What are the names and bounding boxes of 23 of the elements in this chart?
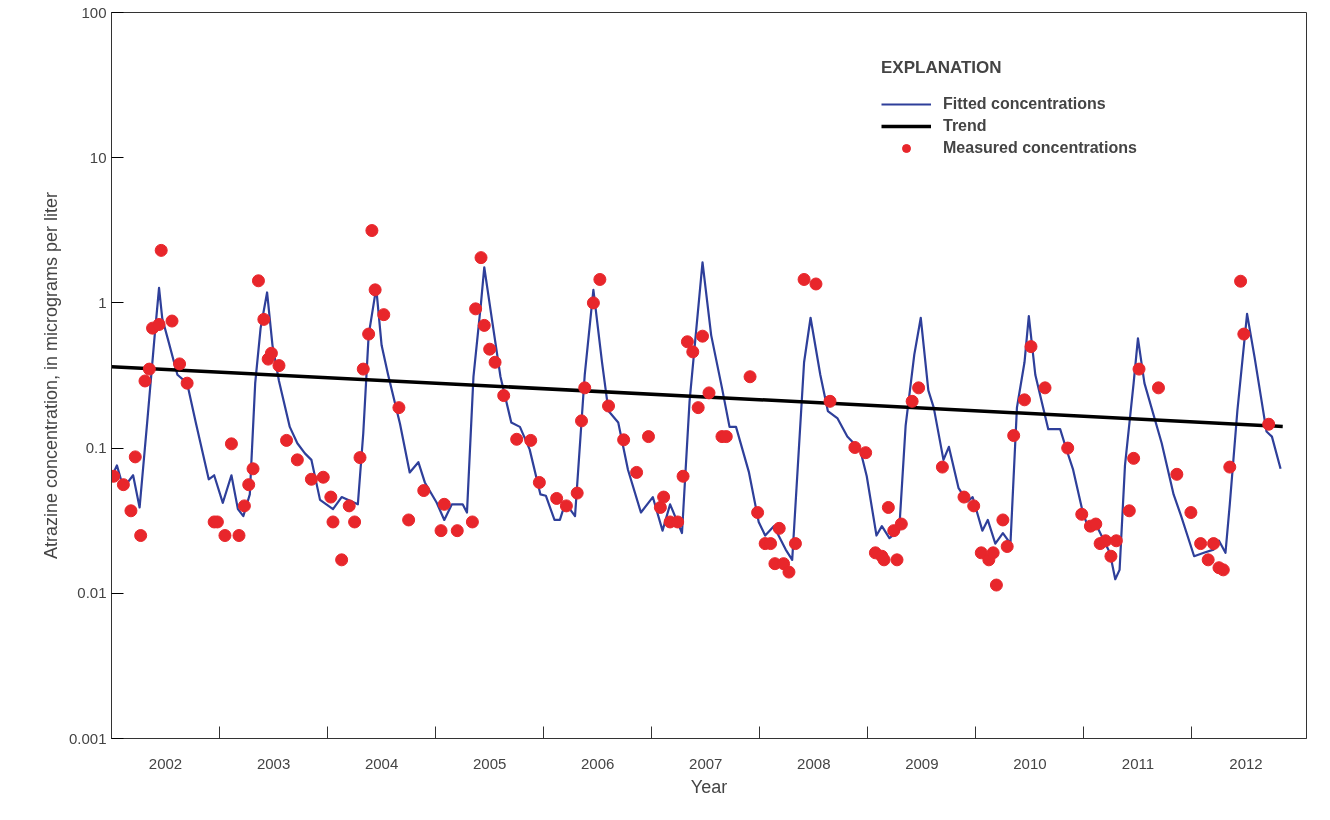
x-tick-label: 2009 bbox=[905, 754, 939, 772]
x-tick-label: 2004 bbox=[364, 754, 399, 772]
x-tick-label: 2007 bbox=[689, 754, 723, 772]
y-tick-label: 0.1 bbox=[85, 439, 107, 457]
x-tick-label: 2012 bbox=[1229, 754, 1263, 772]
y-tick-label: 100 bbox=[81, 3, 107, 21]
legend-label: Trend bbox=[943, 117, 987, 135]
y-axis-title: Atrazine concentration, in micrograms per liter bbox=[40, 191, 61, 560]
x-axis-title: Year bbox=[690, 776, 728, 797]
legend-label: Fitted concentrations bbox=[943, 95, 1106, 113]
legend-label: Measured concentrations bbox=[943, 139, 1137, 157]
legend-title: EXPLANATION bbox=[881, 58, 1003, 78]
x-tick-label: 2006 bbox=[581, 754, 615, 772]
y-tick-label: 0.001 bbox=[68, 729, 107, 747]
x-tick-label: 2005 bbox=[472, 754, 507, 772]
x-tick-label: 2011 bbox=[1121, 754, 1155, 772]
x-tick-label: 2002 bbox=[148, 754, 183, 772]
x-tick-label: 2003 bbox=[256, 754, 291, 772]
x-tick-label: 2008 bbox=[797, 754, 831, 772]
y-tick-label: 0.01 bbox=[77, 584, 107, 602]
x-tick-label: 2010 bbox=[1013, 754, 1047, 772]
y-tick-label: 1 bbox=[98, 293, 107, 311]
y-tick-label: 10 bbox=[89, 148, 107, 166]
